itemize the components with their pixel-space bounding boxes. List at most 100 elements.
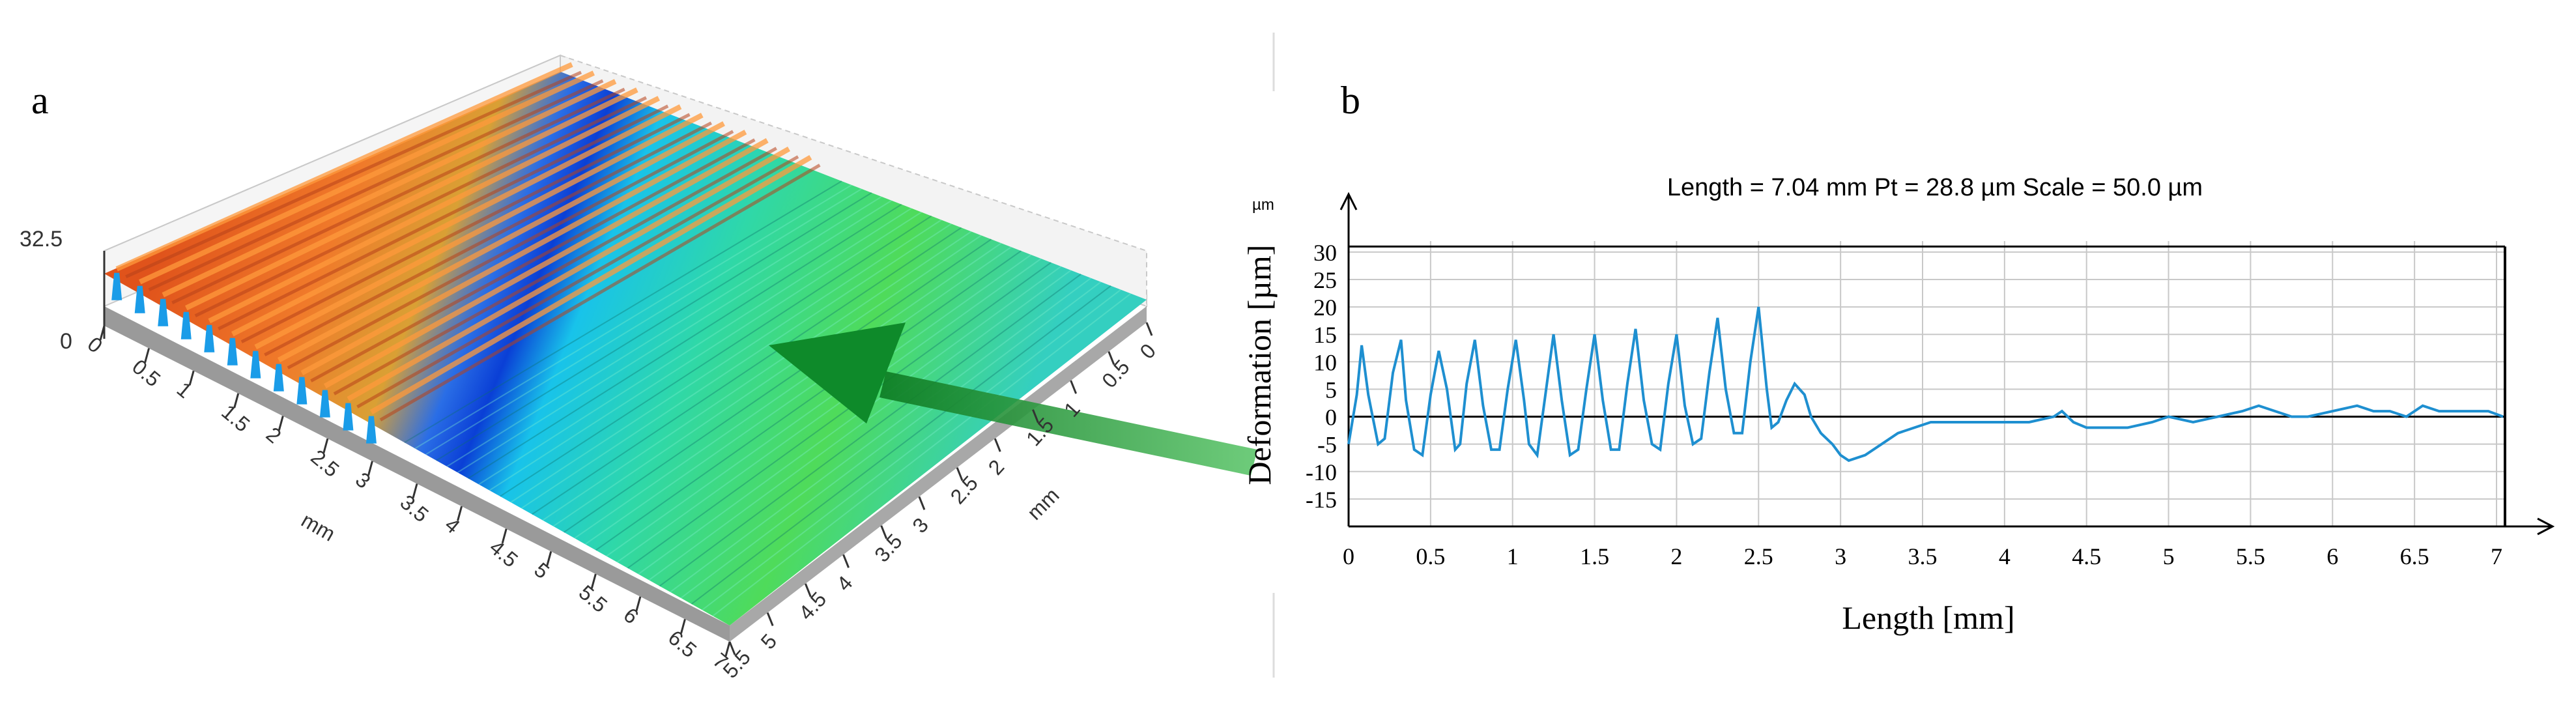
surface-streak — [500, 215, 932, 497]
surface-x-tick — [546, 551, 552, 566]
surface-x-tick — [278, 416, 284, 431]
surface-streak — [584, 246, 1012, 545]
ridge-shadow — [333, 147, 777, 395]
y-tick-label: 5 — [1325, 377, 1337, 403]
ridge-shadow — [148, 79, 604, 292]
surface-streak — [521, 223, 952, 509]
surface-streak — [702, 289, 1122, 611]
surface-streak — [638, 266, 1062, 575]
surface-y-tick — [918, 496, 926, 510]
surface-streak — [404, 180, 842, 444]
ridge-shadow — [240, 113, 691, 343]
ridge-shadow — [379, 164, 821, 422]
panel-label-b: b — [1341, 79, 1360, 122]
surface-x-tick — [367, 461, 373, 476]
x-tick-label: 6.5 — [2400, 543, 2429, 569]
x-tick-label: 2 — [1670, 543, 1682, 569]
surface-x-tick — [680, 618, 686, 634]
surface-streak — [680, 281, 1102, 599]
surface-y-tick — [1108, 351, 1115, 366]
ridge-front-notch — [296, 377, 308, 405]
ridge-crest — [115, 62, 573, 272]
x-tick-label: 0 — [1343, 543, 1354, 569]
surface-x-tick — [144, 348, 150, 364]
x-axis-label: Length [mm] — [1842, 599, 2014, 636]
y-tick-label: -15 — [1306, 487, 1337, 513]
surface-y-tick — [804, 583, 812, 597]
surface-x-tick — [322, 438, 329, 453]
y-tick-label: 0 — [1325, 405, 1337, 431]
surface-y-tick — [766, 612, 774, 627]
ridge-crest — [185, 87, 638, 311]
y-unit-small: µm — [1252, 196, 1274, 214]
ridge-crest — [231, 104, 682, 337]
surface-streak — [468, 203, 902, 480]
surface-streak — [627, 262, 1052, 569]
surface-streak — [414, 184, 852, 450]
surface-x-tick — [590, 573, 597, 589]
surface-streaks — [404, 180, 1132, 617]
ridge-front-notch — [227, 337, 238, 366]
y-axis-arrow — [1339, 192, 1358, 210]
surface-y-tick — [994, 438, 1001, 452]
x-tick-label: 1.5 — [1580, 543, 1609, 569]
x-tick-label: 0.5 — [1416, 543, 1445, 569]
y-tick-label: -5 — [1317, 432, 1337, 458]
x-tick-label: 1 — [1507, 543, 1519, 569]
surface-streak — [606, 254, 1032, 557]
ridge-shadow — [171, 87, 625, 305]
surface-x-tick — [188, 370, 195, 386]
series-line-profile — [1347, 306, 2504, 463]
surface-streak — [552, 235, 982, 527]
surface-streak — [489, 211, 922, 491]
surface-y-tick — [1070, 380, 1078, 394]
surface-x-tick — [501, 528, 508, 544]
x-axis-arrow — [2537, 517, 2555, 536]
x-tick-label: 7 — [2491, 543, 2502, 569]
surface-streak — [659, 273, 1081, 587]
ridge-front-notch — [180, 311, 192, 339]
ridge-crest — [162, 79, 617, 298]
ridge-shadow — [287, 130, 734, 369]
ridge-front-notch — [273, 364, 284, 392]
ridge-crest — [300, 130, 747, 376]
y-tick-label: 10 — [1313, 349, 1337, 375]
surface-streak — [564, 238, 992, 533]
ridge-shadow — [194, 96, 647, 317]
z-axis-top-label: 32.5 — [20, 227, 63, 251]
chart-axes — [1339, 192, 2555, 536]
surface-3d-plot: 00.5 11.5 22.5 33.5 44.5 55.5 66.5 7 5.554.543.… — [20, 54, 1257, 683]
ridge-crest — [208, 96, 660, 324]
ridge-front-notch — [343, 403, 354, 431]
ridge-crest — [254, 113, 704, 350]
ridge-crest — [369, 154, 812, 415]
x-tick-label: 2.5 — [1744, 543, 1773, 569]
ridge-shadow — [356, 155, 799, 409]
x-tick-label: 5.5 — [2236, 543, 2265, 569]
ridge-front-notch — [204, 324, 215, 352]
surface-streak — [425, 188, 863, 455]
ridge-crest — [277, 121, 725, 363]
x-tick-label: 6 — [2326, 543, 2338, 569]
ridge-front-notch — [365, 416, 377, 444]
y-axis-label: Deformation [µm] — [1241, 245, 1278, 485]
ridge-crest — [347, 147, 790, 402]
y-tick-label: 15 — [1313, 322, 1337, 348]
front-side-wall — [104, 306, 730, 642]
ridge-shadow — [218, 104, 669, 330]
x-tick-label: 4.5 — [2072, 543, 2101, 569]
surface-streak — [670, 277, 1092, 593]
surface-streak — [436, 192, 872, 461]
x-tick-label: 3 — [1835, 543, 1846, 569]
surface-streak — [542, 231, 972, 521]
indicator-arrow — [769, 323, 1257, 476]
y-tick-label: -10 — [1306, 459, 1337, 485]
right-side-wall — [730, 306, 1147, 642]
panel-label-a: a — [31, 79, 49, 122]
surface-y-tick — [842, 554, 850, 568]
ridge-front-notch — [134, 285, 145, 313]
ridge-front-notch — [111, 272, 122, 300]
surface-streak — [446, 195, 882, 467]
x-tick-label: 4 — [1999, 543, 2011, 569]
ridge-shadow — [310, 138, 756, 382]
